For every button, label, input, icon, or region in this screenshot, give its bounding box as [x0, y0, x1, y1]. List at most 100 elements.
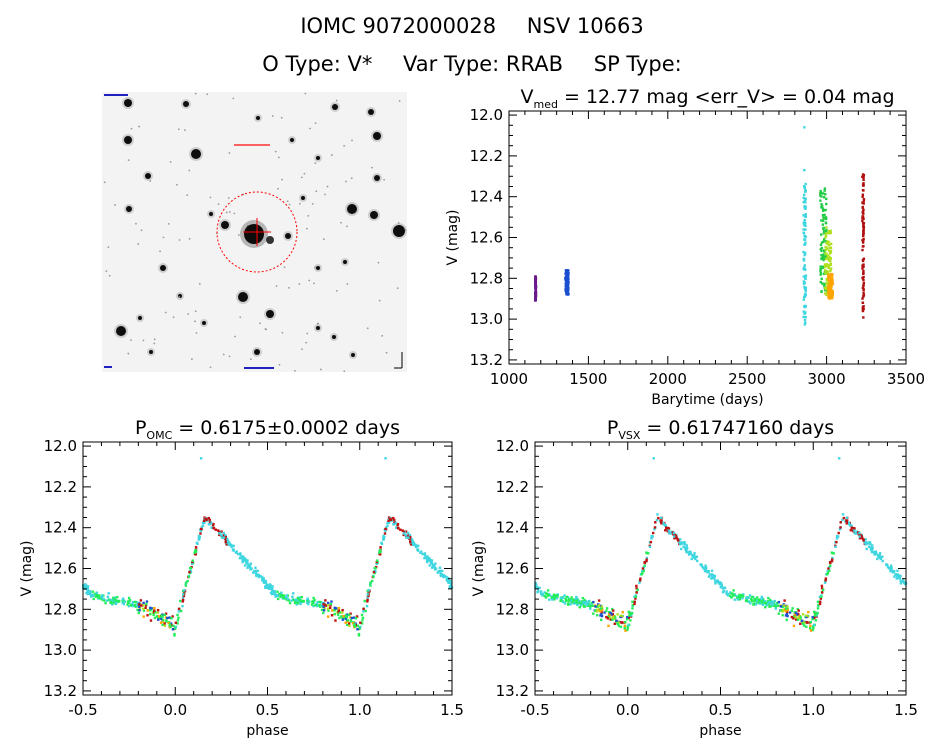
- data-point: [393, 518, 396, 522]
- data-point: [859, 533, 862, 537]
- data-point: [784, 609, 787, 613]
- field-star: [285, 233, 291, 239]
- data-point: [565, 595, 568, 599]
- field-star-halo: [181, 99, 191, 109]
- data-point: [802, 298, 806, 301]
- data-point: [394, 522, 398, 525]
- faint-star: [162, 236, 165, 239]
- object-name: NSV 10663: [526, 14, 644, 38]
- data-point: [815, 614, 818, 617]
- data-point: [635, 591, 638, 594]
- variable-type: Var Type: RRAB: [403, 52, 564, 76]
- faint-star: [274, 150, 277, 153]
- data-point: [353, 625, 357, 628]
- data-point: [829, 294, 832, 298]
- data-point: [889, 564, 893, 567]
- data-point: [416, 548, 420, 551]
- data-point: [181, 598, 185, 602]
- field-star-halo: [345, 202, 359, 216]
- data-point: [257, 575, 261, 579]
- faint-star: [371, 166, 373, 169]
- data-point: [786, 607, 789, 610]
- x-tick-label: 0.0: [163, 701, 187, 719]
- data-point: [862, 173, 866, 177]
- data-point: [862, 225, 865, 228]
- data-point: [541, 594, 544, 597]
- field-star-halo: [368, 209, 380, 221]
- data-point: [255, 573, 258, 577]
- data-point: [212, 526, 215, 530]
- data-point: [154, 611, 157, 614]
- data-point: [311, 600, 314, 603]
- data-point: [829, 242, 833, 246]
- data-point: [306, 597, 309, 600]
- data-point: [674, 536, 677, 540]
- data-point: [895, 577, 898, 580]
- data-point: [446, 579, 449, 582]
- field-star: [368, 109, 374, 115]
- data-point: [638, 581, 641, 584]
- data-point: [439, 570, 442, 574]
- data-point: [707, 570, 710, 573]
- faint-star: [324, 193, 326, 196]
- data-point: [219, 533, 223, 536]
- data-point: [376, 559, 379, 562]
- data-point: [634, 597, 637, 600]
- data-point: [675, 536, 678, 539]
- data-point: [222, 531, 225, 535]
- data-point: [112, 596, 115, 600]
- data-point: [784, 607, 788, 610]
- data-point: [899, 574, 902, 578]
- data-point: [792, 617, 795, 620]
- data-point: [550, 595, 554, 598]
- data-point: [548, 598, 551, 601]
- y-tick-label: 12.0: [44, 437, 77, 455]
- data-point: [627, 610, 630, 614]
- data-point: [176, 622, 179, 625]
- data-point: [321, 601, 324, 604]
- data-point: [272, 589, 275, 593]
- faint-star: [167, 222, 170, 225]
- data-point: [829, 246, 833, 250]
- data-point: [564, 597, 567, 601]
- data-point: [386, 521, 389, 525]
- data-point: [876, 557, 879, 561]
- data-point: [282, 594, 286, 597]
- data-point: [603, 611, 606, 614]
- data-point: [824, 265, 827, 268]
- data-point: [149, 606, 152, 610]
- data-point: [277, 597, 280, 601]
- data-point: [268, 584, 272, 587]
- data-point: [596, 608, 599, 612]
- data-point: [600, 607, 604, 610]
- data-point: [106, 595, 110, 599]
- spectral-type: SP Type:: [593, 52, 682, 76]
- data-point: [299, 602, 302, 606]
- data-point: [651, 531, 655, 535]
- finder-stamp: [234, 144, 270, 146]
- data-point: [826, 264, 830, 267]
- data-point: [898, 577, 901, 580]
- faint-star: [317, 322, 319, 325]
- field-star-halo: [122, 134, 134, 146]
- data-point: [171, 615, 174, 618]
- data-point: [740, 593, 744, 597]
- data-point: [857, 533, 861, 536]
- data-point: [747, 596, 750, 600]
- data-point: [169, 625, 172, 628]
- plot-title: POMC = 0.6175±0.0002 days: [135, 417, 400, 442]
- data-point: [829, 269, 832, 273]
- data-point: [821, 207, 825, 210]
- data-point: [247, 565, 250, 568]
- data-point: [830, 281, 833, 284]
- data-point: [726, 594, 729, 597]
- data-point: [824, 248, 828, 252]
- data-point: [825, 228, 828, 232]
- data-point: [804, 235, 807, 238]
- data-point: [90, 593, 93, 596]
- data-point: [326, 615, 330, 618]
- data-point: [828, 292, 831, 295]
- data-point: [781, 610, 784, 613]
- data-point: [337, 609, 341, 612]
